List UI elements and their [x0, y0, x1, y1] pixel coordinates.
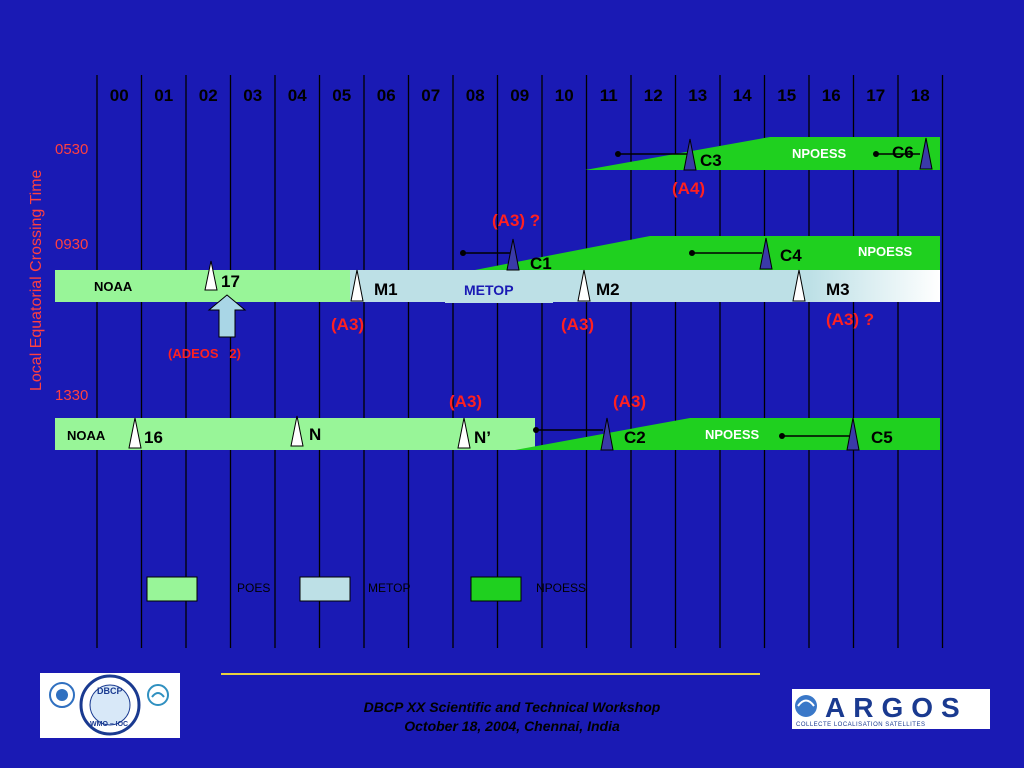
metop-box	[445, 273, 553, 303]
label-c3: C3	[700, 151, 722, 170]
npoess-label-0930: NPOESS	[858, 244, 913, 259]
marker-c5	[846, 417, 860, 451]
hour-label: 14	[733, 86, 752, 105]
hour-label: 18	[911, 86, 930, 105]
label-n: N	[309, 425, 321, 444]
marker-m1	[350, 269, 364, 302]
annotation-a3-c2: (A3)	[613, 392, 646, 411]
npoess-label-1330: NPOESS	[705, 427, 760, 442]
row-label-1330: 1330	[55, 387, 88, 404]
arrow-c4	[689, 250, 762, 256]
hour-label: 04	[288, 86, 307, 105]
legend-label-metop: METOP	[368, 581, 410, 595]
arrow-c6	[873, 151, 920, 157]
arrow-c1	[460, 250, 510, 256]
annotation-a3-m1: (A3)	[331, 315, 364, 334]
wmo-emblem-icon	[49, 682, 75, 708]
label-nprime: N’	[474, 428, 491, 447]
noaa-label-0930: NOAA	[94, 279, 133, 294]
metop-label: METOP	[464, 282, 514, 298]
marker-c2	[600, 417, 614, 451]
marker-17	[204, 260, 218, 291]
annotation-a3q-m3: (A3) ?	[826, 310, 874, 329]
marker-m2	[577, 269, 591, 302]
hour-label: 10	[555, 86, 574, 105]
label-m3: M3	[826, 280, 850, 299]
hour-label: 03	[243, 86, 262, 105]
label-m1: M1	[374, 280, 398, 299]
label-17: 17	[221, 272, 240, 291]
label-c2: C2	[624, 428, 646, 447]
marker-c3	[683, 138, 697, 171]
argos-logo: ARGOS COLLECTE LOCALISATION SATELLITES	[795, 692, 968, 728]
y-axis-label: Local Equatorial Crossing Time	[28, 169, 45, 391]
dbcp-logos: DBCP WMO – IOC	[49, 674, 169, 736]
annotation-adeos: (ADEOS 2)	[168, 346, 241, 361]
hour-label: 00	[110, 86, 129, 105]
argos-logo-panel: ARGOS COLLECTE LOCALISATION SATELLITES	[792, 689, 990, 729]
marker-c6	[919, 137, 933, 170]
hour-label: 16	[822, 86, 841, 105]
footer: DBCP XX Scientific and Technical Worksho…	[0, 698, 1024, 736]
npoess-bar-1330-ramp	[515, 418, 690, 450]
wmo-ioc-logo-text: WMO – IOC	[90, 721, 128, 728]
label-c1: C1	[530, 254, 552, 273]
footer-line-2: October 18, 2004, Chennai, India	[404, 718, 620, 734]
marker-c1	[506, 238, 520, 271]
label-c6: C6	[892, 143, 914, 162]
annotation-a3-nprime: (A3)	[449, 392, 482, 411]
legend-swatch-poes	[146, 576, 198, 602]
marker-m3	[792, 269, 806, 302]
npoess-label-0530: NPOESS	[792, 146, 847, 161]
hour-label: 13	[688, 86, 707, 105]
ioc-emblem-icon	[147, 684, 169, 706]
label-16: 16	[144, 428, 163, 447]
marker-n	[290, 415, 304, 447]
hour-label: 09	[510, 86, 529, 105]
arrow-c3	[615, 151, 688, 157]
marker-nprime	[457, 417, 471, 449]
row-label-0930: 0930	[55, 236, 88, 253]
hour-label: 06	[377, 86, 396, 105]
hour-label: 11	[600, 86, 618, 105]
arrow-c2	[533, 427, 603, 433]
hour-label: 08	[466, 86, 485, 105]
row-label-0530: 0530	[55, 141, 88, 158]
dbcp-logo-text: DBCP	[97, 686, 123, 696]
adeos-up-arrow	[207, 294, 247, 338]
hour-grid	[96, 75, 944, 648]
metop-bar-0930	[350, 270, 940, 302]
annotation-a3-m2: (A3)	[561, 315, 594, 334]
annotation-a3q-top: (A3) ?	[492, 211, 540, 230]
hour-label: 12	[644, 86, 663, 105]
label-m2: M2	[596, 280, 620, 299]
legend-swatch-npoess	[470, 576, 522, 602]
label-c5: C5	[871, 428, 893, 447]
argos-emblem-icon	[795, 695, 817, 717]
legend: POES METOP NPOESS	[146, 576, 586, 602]
marker-16	[128, 417, 142, 449]
npoess-bar-0930-ramp	[475, 236, 650, 270]
hour-labels: 00 01 02 03 04 05 06 07 08 09 10 11 12 13 14 15 16 17 18	[110, 86, 930, 105]
arrow-c5	[779, 433, 850, 439]
npoess-bar-1330	[690, 418, 940, 450]
hour-label: 07	[421, 86, 440, 105]
legend-label-poes: POES	[237, 581, 270, 595]
annotation-a4: (A4)	[672, 179, 705, 198]
argos-wordmark: ARGOS	[825, 692, 968, 723]
hour-label: 17	[866, 86, 885, 105]
footer-line-1: DBCP XX Scientific and Technical Worksho…	[363, 699, 661, 715]
hour-label: 01	[154, 86, 173, 105]
legend-label-npoess: NPOESS	[536, 581, 586, 595]
dbcp-logo-panel: DBCP WMO – IOC	[40, 673, 180, 738]
marker-c4	[759, 237, 773, 270]
hour-label: 05	[332, 86, 351, 105]
noaa-label-1330: NOAA	[67, 428, 106, 443]
argos-tagline: COLLECTE LOCALISATION SATELLITES	[796, 722, 925, 728]
hour-label: 02	[199, 86, 218, 105]
legend-swatch-metop	[299, 576, 351, 602]
label-c4: C4	[780, 246, 802, 265]
hour-label: 15	[777, 86, 796, 105]
